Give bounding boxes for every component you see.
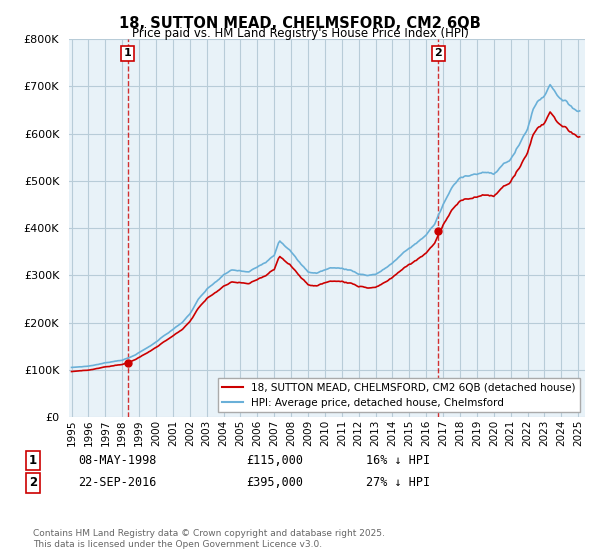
Text: 2: 2 <box>434 48 442 58</box>
Text: Price paid vs. HM Land Registry's House Price Index (HPI): Price paid vs. HM Land Registry's House … <box>131 27 469 40</box>
Text: £115,000: £115,000 <box>246 454 303 467</box>
Text: 08-MAY-1998: 08-MAY-1998 <box>78 454 157 467</box>
Text: 2: 2 <box>29 476 37 489</box>
Text: £395,000: £395,000 <box>246 476 303 489</box>
Text: Contains HM Land Registry data © Crown copyright and database right 2025.
This d: Contains HM Land Registry data © Crown c… <box>33 529 385 549</box>
Text: 22-SEP-2016: 22-SEP-2016 <box>78 476 157 489</box>
Text: 18, SUTTON MEAD, CHELMSFORD, CM2 6QB: 18, SUTTON MEAD, CHELMSFORD, CM2 6QB <box>119 16 481 31</box>
Legend: 18, SUTTON MEAD, CHELMSFORD, CM2 6QB (detached house), HPI: Average price, detac: 18, SUTTON MEAD, CHELMSFORD, CM2 6QB (de… <box>218 379 580 412</box>
Text: 27% ↓ HPI: 27% ↓ HPI <box>366 476 430 489</box>
Text: 1: 1 <box>29 454 37 467</box>
Text: 16% ↓ HPI: 16% ↓ HPI <box>366 454 430 467</box>
Text: 1: 1 <box>124 48 132 58</box>
